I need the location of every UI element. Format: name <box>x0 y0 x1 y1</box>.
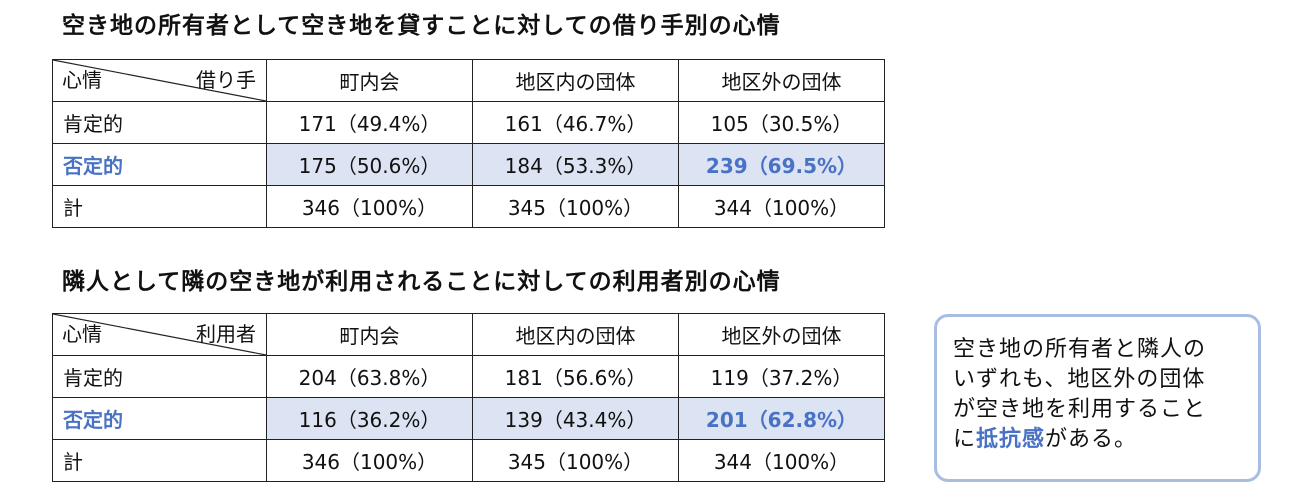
summary-note-box: 空き地の所有者と隣人の いずれも、地区外の団体 が空き地を利用すること に抵抗感… <box>934 314 1261 482</box>
corner-col-label: 借り手 <box>196 68 256 92</box>
table2-header-row: 心情 利用者 町内会 地区内の団体 地区外の団体 <box>52 313 885 356</box>
row-label: 肯定的 <box>52 101 267 144</box>
highlighted-cell: 239（69.5%） <box>678 143 885 186</box>
table2: 心情 利用者 町内会 地区内の団体 地区外の団体 肯定的 204（63.8%） … <box>52 313 885 482</box>
table2-title: 隣人として隣の空き地が利用されることに対しての利用者別の心情 <box>62 269 781 295</box>
table-cell: 344（100%） <box>678 185 885 228</box>
column-header: 町内会 <box>266 59 473 102</box>
table1: 心情 借り手 町内会 地区内の団体 地区外の団体 肯定的 171（49.4%） … <box>52 59 885 228</box>
table-cell: 161（46.7%） <box>472 101 679 144</box>
table-cell: 344（100%） <box>678 439 885 482</box>
note-text: に <box>953 427 977 452</box>
note-line: が空き地を利用すること <box>953 397 1207 422</box>
row-label: 否定的 <box>52 143 267 186</box>
table-cell: 181（56.6%） <box>472 355 679 398</box>
table-row: 肯定的 204（63.8%） 181（56.6%） 119（37.2%） <box>52 355 885 398</box>
table-cell: 184（53.3%） <box>472 143 679 186</box>
corner-row-label: 心情 <box>62 322 102 346</box>
table-cell: 346（100%） <box>266 439 473 482</box>
table-cell: 105（30.5%） <box>678 101 885 144</box>
table-cell: 346（100%） <box>266 185 473 228</box>
table-cell: 139（43.4%） <box>472 397 679 440</box>
table-row: 否定的 175（50.6%） 184（53.3%） 239（69.5%） <box>52 143 885 186</box>
row-label: 計 <box>52 185 267 228</box>
column-header: 地区外の団体 <box>678 313 885 356</box>
table1-corner-cell: 心情 借り手 <box>52 59 267 102</box>
diagonal-line <box>53 314 266 355</box>
note-line: 空き地の所有者と隣人の <box>953 337 1207 362</box>
corner-row-label: 心情 <box>62 68 102 92</box>
table-cell: 175（50.6%） <box>266 143 473 186</box>
column-header: 地区内の団体 <box>472 313 679 356</box>
table1-header-row: 心情 借り手 町内会 地区内の団体 地区外の団体 <box>52 59 885 102</box>
highlighted-cell: 201（62.8%） <box>678 397 885 440</box>
table-cell: 345（100%） <box>472 185 679 228</box>
row-label: 計 <box>52 439 267 482</box>
diagonal-line <box>53 60 266 101</box>
note-line: いずれも、地区外の団体 <box>953 367 1206 392</box>
table-cell: 171（49.4%） <box>266 101 473 144</box>
note-text: がある。 <box>1045 427 1138 452</box>
table-row: 肯定的 171（49.4%） 161（46.7%） 105（30.5%） <box>52 101 885 144</box>
row-label: 否定的 <box>52 397 267 440</box>
table-cell: 116（36.2%） <box>266 397 473 440</box>
row-label: 肯定的 <box>52 355 267 398</box>
note-line: に抵抗感がある。 <box>953 425 1248 455</box>
table-row: 計 346（100%） 345（100%） 344（100%） <box>52 439 885 482</box>
column-header: 町内会 <box>266 313 473 356</box>
note-highlight: 抵抗感 <box>976 427 1046 452</box>
column-header: 地区外の団体 <box>678 59 885 102</box>
table2-corner-cell: 心情 利用者 <box>52 313 267 356</box>
corner-col-label: 利用者 <box>196 322 256 346</box>
table-cell: 345（100%） <box>472 439 679 482</box>
table-cell: 204（63.8%） <box>266 355 473 398</box>
table-row: 否定的 116（36.2%） 139（43.4%） 201（62.8%） <box>52 397 885 440</box>
table1-title: 空き地の所有者として空き地を貸すことに対しての借り手別の心情 <box>62 13 781 39</box>
table-row: 計 346（100%） 345（100%） 344（100%） <box>52 185 885 228</box>
table-cell: 119（37.2%） <box>678 355 885 398</box>
column-header: 地区内の団体 <box>472 59 679 102</box>
